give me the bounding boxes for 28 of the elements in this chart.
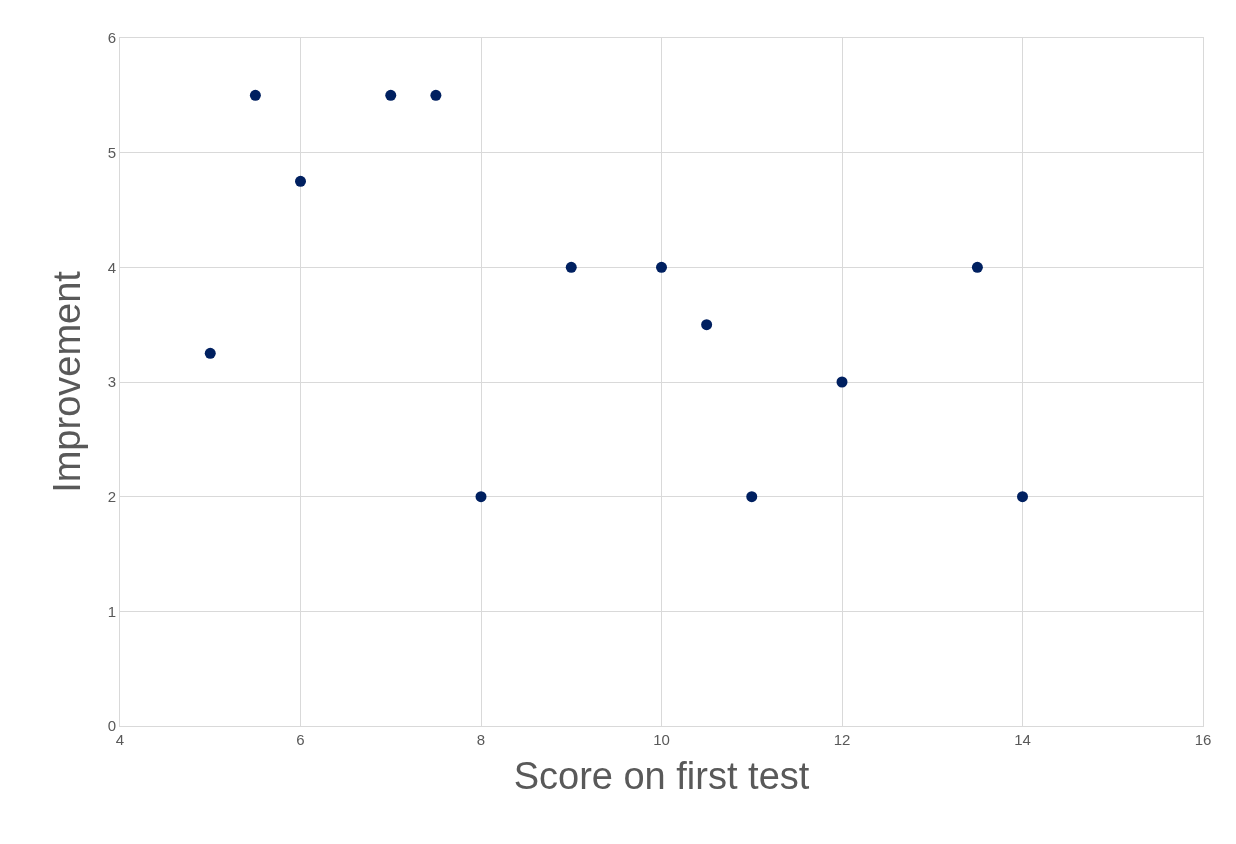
point xyxy=(430,89,442,101)
point xyxy=(249,89,261,101)
x-tick-label: 16 xyxy=(1194,731,1212,748)
point xyxy=(565,261,577,273)
point xyxy=(971,261,983,273)
point xyxy=(836,376,848,388)
y-tick-label: 1 xyxy=(107,602,116,620)
y-tick-label: 4 xyxy=(107,258,116,276)
y-tick-label: 0 xyxy=(107,717,116,735)
x-tick-label: 8 xyxy=(476,731,486,748)
y-tick-label: 3 xyxy=(107,373,116,391)
point xyxy=(701,319,713,331)
y-axis-title: Improvement xyxy=(45,270,88,493)
y-tick-label: 5 xyxy=(107,143,116,161)
point xyxy=(1017,491,1028,503)
x-tick-label: 6 xyxy=(296,731,305,748)
point xyxy=(656,261,667,273)
point xyxy=(204,347,216,359)
point xyxy=(385,89,397,101)
x-tick-label: 10 xyxy=(653,731,670,748)
y-tick-label: 2 xyxy=(107,487,116,505)
y-tick-label: 6 xyxy=(107,29,116,47)
x-tick-label: 14 xyxy=(1014,731,1031,748)
point xyxy=(475,491,487,503)
point xyxy=(746,491,758,503)
x-tick-label: 12 xyxy=(833,731,851,748)
point xyxy=(295,175,306,187)
x-axis-title: Score on first test xyxy=(513,755,810,798)
